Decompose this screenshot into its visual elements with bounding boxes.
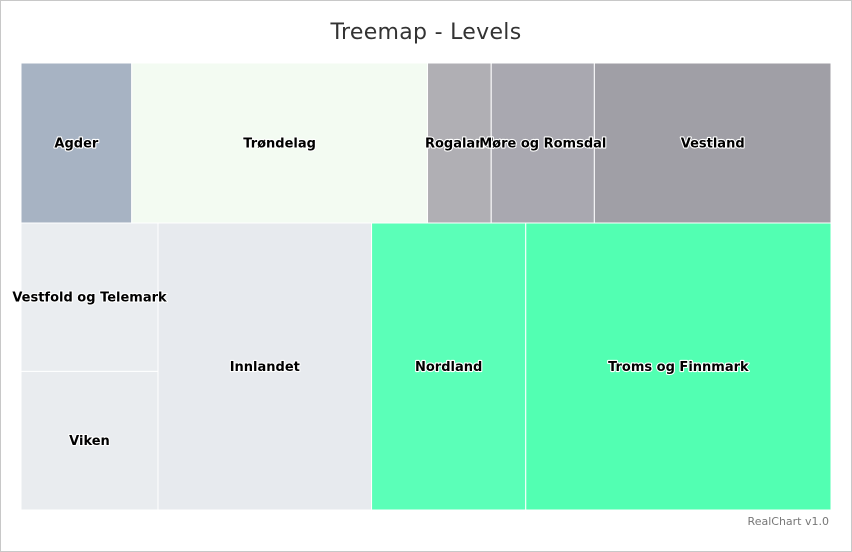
treemap-label-innlandet: Innlandet xyxy=(230,360,300,375)
treemap-label-nordland: Nordland xyxy=(415,360,482,375)
treemap-label-trondelag: Trøndelag xyxy=(243,137,316,152)
treemap-label-troms-og-finnmark: Troms og Finnmark xyxy=(608,360,749,375)
credits-label: RealChart v1.0 xyxy=(747,515,829,528)
treemap-cell-vestfold-og-telemark[interactable] xyxy=(20,222,159,372)
treemap-cell-troms-og-finnmark[interactable] xyxy=(525,222,832,511)
treemap-cell-agder[interactable] xyxy=(20,62,133,224)
treemap-cell-innlandet[interactable] xyxy=(157,222,373,511)
treemap-cell-nordland[interactable] xyxy=(371,222,527,511)
treemap-cell-trondelag[interactable] xyxy=(131,62,429,224)
treemap-cell-vestland[interactable] xyxy=(593,62,832,224)
chart-title: Treemap - Levels xyxy=(330,20,522,45)
treemap-label-agder: Agder xyxy=(54,137,98,152)
treemap-label-vestland: Vestland xyxy=(681,137,745,152)
treemap-cell-rogaland[interactable] xyxy=(427,62,492,224)
treemap-label-rogaland: Rogaland xyxy=(425,137,494,152)
treemap-label-more-og-romsdal: Møre og Romsdal xyxy=(479,137,606,152)
treemap-cell-viken[interactable] xyxy=(20,370,159,511)
treemap-label-viken: Viken xyxy=(69,434,110,449)
treemap-label-vestfold-og-telemark: Vestfold og Telemark xyxy=(12,291,167,306)
